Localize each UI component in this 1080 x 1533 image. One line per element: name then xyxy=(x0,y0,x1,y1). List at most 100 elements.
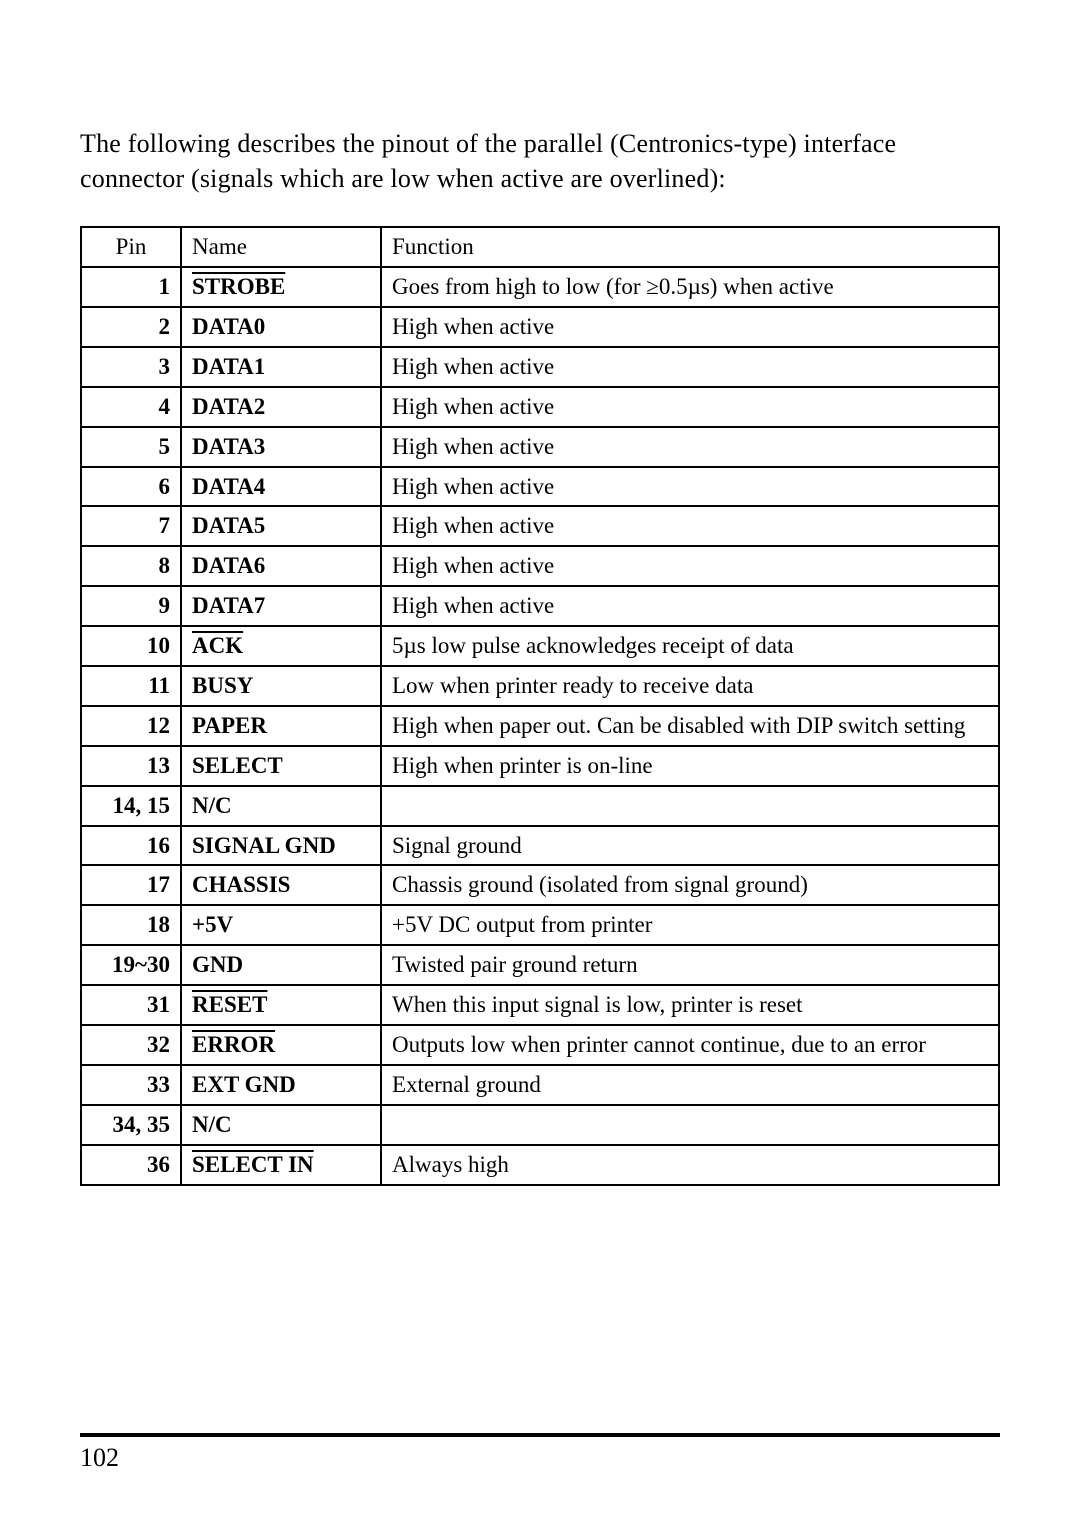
name-cell: STROBE xyxy=(181,267,381,307)
pinout-table: Pin Name Function 1STROBEGoes from high … xyxy=(80,226,1000,1185)
table-row: 6DATA4High when active xyxy=(81,467,999,507)
table-row: 11BUSYLow when printer ready to receive … xyxy=(81,666,999,706)
table-row: 36SELECT INAlways high xyxy=(81,1145,999,1185)
table-row: 2DATA0High when active xyxy=(81,307,999,347)
pin-cell: 32 xyxy=(81,1025,181,1065)
function-cell: High when active xyxy=(381,387,999,427)
name-cell: +5V xyxy=(181,905,381,945)
pin-cell: 7 xyxy=(81,506,181,546)
function-cell: High when paper out. Can be disabled wit… xyxy=(381,706,999,746)
pin-cell: 34, 35 xyxy=(81,1105,181,1145)
name-cell: EXT GND xyxy=(181,1065,381,1105)
table-row: 4DATA2High when active xyxy=(81,387,999,427)
table-row: 10ACK5µs low pulse acknowledges receipt … xyxy=(81,626,999,666)
document-page: The following describes the pinout of th… xyxy=(0,0,1080,1533)
table-row: 8DATA6High when active xyxy=(81,546,999,586)
page-number: 102 xyxy=(80,1443,119,1472)
name-cell: N/C xyxy=(181,786,381,826)
table-row: 16SIGNAL GNDSignal ground xyxy=(81,826,999,866)
table-row: 17CHASSISChassis ground (isolated from s… xyxy=(81,865,999,905)
name-cell: SELECT xyxy=(181,746,381,786)
pin-cell: 13 xyxy=(81,746,181,786)
pin-cell: 18 xyxy=(81,905,181,945)
table-row: 18+5V+5V DC output from printer xyxy=(81,905,999,945)
function-cell: 5µs low pulse acknowledges receipt of da… xyxy=(381,626,999,666)
function-cell: Outputs low when printer cannot continue… xyxy=(381,1025,999,1065)
pin-cell: 14, 15 xyxy=(81,786,181,826)
name-cell: DATA5 xyxy=(181,506,381,546)
pin-cell: 10 xyxy=(81,626,181,666)
function-cell: Twisted pair ground return xyxy=(381,945,999,985)
name-cell: DATA2 xyxy=(181,387,381,427)
name-cell: CHASSIS xyxy=(181,865,381,905)
pin-cell: 2 xyxy=(81,307,181,347)
name-cell: DATA6 xyxy=(181,546,381,586)
function-cell: High when active xyxy=(381,467,999,507)
function-cell: Low when printer ready to receive data xyxy=(381,666,999,706)
table-row: 12PAPERHigh when paper out. Can be disab… xyxy=(81,706,999,746)
function-cell: High when active xyxy=(381,307,999,347)
table-row: 3DATA1High when active xyxy=(81,347,999,387)
function-cell: High when active xyxy=(381,427,999,467)
function-cell: Signal ground xyxy=(381,826,999,866)
name-cell: ACK xyxy=(181,626,381,666)
pin-cell: 31 xyxy=(81,985,181,1025)
name-cell: DATA0 xyxy=(181,307,381,347)
table-row: 34, 35N/C xyxy=(81,1105,999,1145)
table-row: 33EXT GNDExternal ground xyxy=(81,1065,999,1105)
pin-cell: 33 xyxy=(81,1065,181,1105)
pin-cell: 16 xyxy=(81,826,181,866)
pin-cell: 1 xyxy=(81,267,181,307)
function-cell: High when active xyxy=(381,347,999,387)
pin-cell: 12 xyxy=(81,706,181,746)
function-cell: +5V DC output from printer xyxy=(381,905,999,945)
name-cell: PAPER xyxy=(181,706,381,746)
pin-cell: 3 xyxy=(81,347,181,387)
header-pin: Pin xyxy=(81,227,181,267)
page-footer: 102 xyxy=(80,1433,1000,1473)
pin-cell: 17 xyxy=(81,865,181,905)
pin-cell: 5 xyxy=(81,427,181,467)
function-cell: When this input signal is low, printer i… xyxy=(381,985,999,1025)
pin-cell: 11 xyxy=(81,666,181,706)
table-row: 19~30GNDTwisted pair ground return xyxy=(81,945,999,985)
function-cell xyxy=(381,786,999,826)
name-cell: N/C xyxy=(181,1105,381,1145)
name-cell: SELECT IN xyxy=(181,1145,381,1185)
name-cell: RESET xyxy=(181,985,381,1025)
function-cell: Goes from high to low (for ≥0.5µs) when … xyxy=(381,267,999,307)
function-cell: High when active xyxy=(381,546,999,586)
intro-paragraph: The following describes the pinout of th… xyxy=(80,126,1000,196)
pin-cell: 9 xyxy=(81,586,181,626)
function-cell: External ground xyxy=(381,1065,999,1105)
table-row: 31RESETWhen this input signal is low, pr… xyxy=(81,985,999,1025)
name-cell: BUSY xyxy=(181,666,381,706)
name-cell: GND xyxy=(181,945,381,985)
pin-cell: 6 xyxy=(81,467,181,507)
table-row: 9DATA7High when active xyxy=(81,586,999,626)
name-cell: DATA1 xyxy=(181,347,381,387)
pin-cell: 19~30 xyxy=(81,945,181,985)
name-cell: DATA4 xyxy=(181,467,381,507)
header-name: Name xyxy=(181,227,381,267)
function-cell: High when printer is on-line xyxy=(381,746,999,786)
pin-cell: 4 xyxy=(81,387,181,427)
table-row: 13SELECTHigh when printer is on-line xyxy=(81,746,999,786)
pin-cell: 36 xyxy=(81,1145,181,1185)
function-cell: High when active xyxy=(381,586,999,626)
table-row: 5DATA3High when active xyxy=(81,427,999,467)
table-row: 1STROBEGoes from high to low (for ≥0.5µs… xyxy=(81,267,999,307)
table-row: 32ERROROutputs low when printer cannot c… xyxy=(81,1025,999,1065)
name-cell: DATA3 xyxy=(181,427,381,467)
table-header-row: Pin Name Function xyxy=(81,227,999,267)
table-row: 14, 15N/C xyxy=(81,786,999,826)
name-cell: SIGNAL GND xyxy=(181,826,381,866)
function-cell xyxy=(381,1105,999,1145)
header-function: Function xyxy=(381,227,999,267)
name-cell: ERROR xyxy=(181,1025,381,1065)
name-cell: DATA7 xyxy=(181,586,381,626)
function-cell: High when active xyxy=(381,506,999,546)
pin-cell: 8 xyxy=(81,546,181,586)
table-row: 7DATA5High when active xyxy=(81,506,999,546)
function-cell: Chassis ground (isolated from signal gro… xyxy=(381,865,999,905)
